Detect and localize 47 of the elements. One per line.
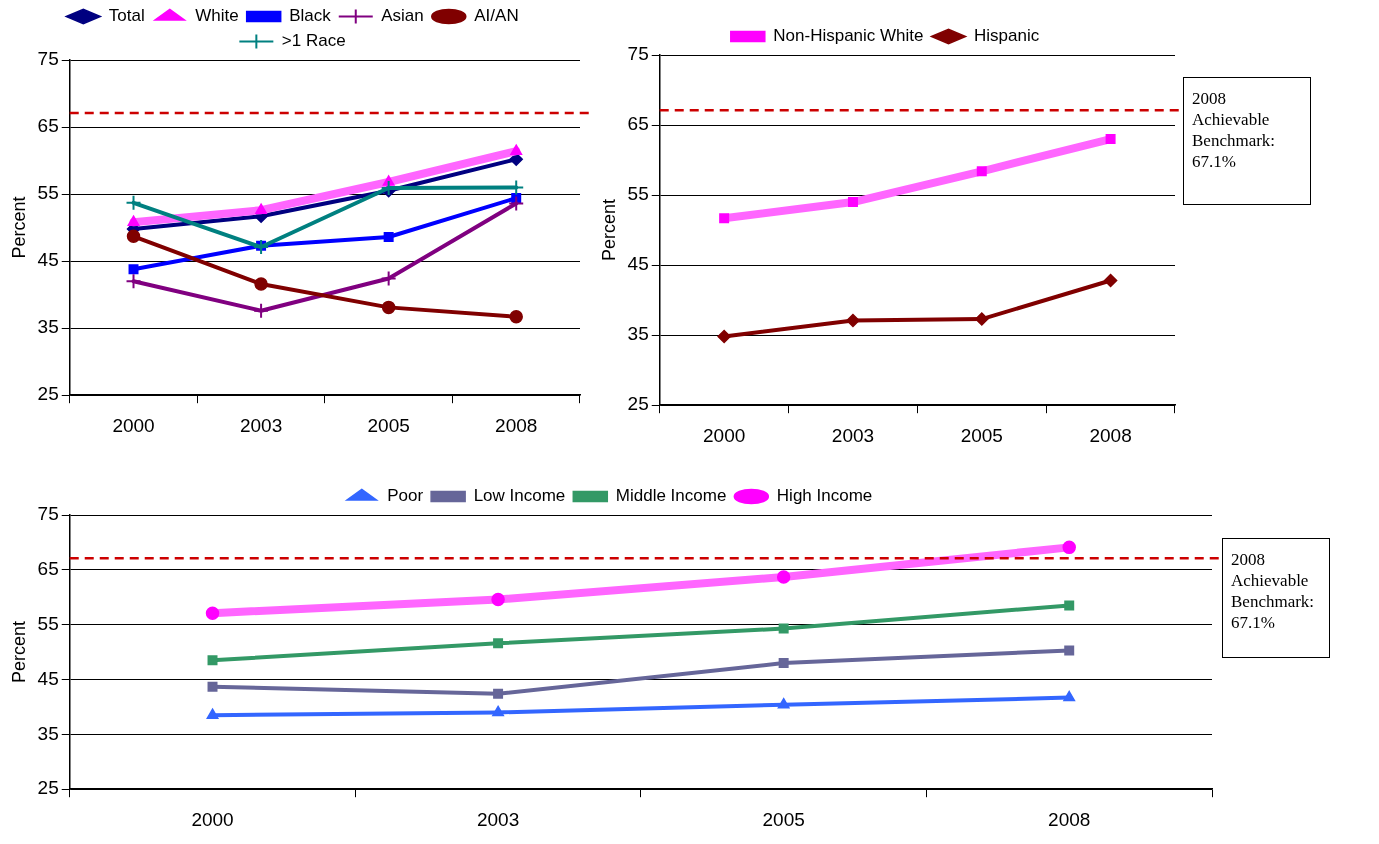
legend-label: High Income <box>776 486 873 506</box>
legend-label: Non-Hispanic White <box>773 26 924 46</box>
x-tick-label: 2008 <box>1089 424 1132 446</box>
legend-label: >1 Race <box>281 31 346 51</box>
x-tick-label: 2000 <box>703 424 746 446</box>
y-tick-label: 55 <box>627 183 649 205</box>
y-axis-title: Percent <box>8 621 29 684</box>
y-tick-label: 25 <box>627 393 649 415</box>
y-tick-label: 65 <box>627 113 649 135</box>
legend-label: Middle Income <box>615 486 727 506</box>
y-tick-label: 55 <box>37 182 59 204</box>
y-tick-label: 75 <box>627 43 649 65</box>
legend-label: Hispanic <box>974 26 1040 46</box>
x-tick-label: 2008 <box>1048 808 1091 830</box>
x-tick-label: 2000 <box>112 414 155 436</box>
x-tick-label: 2005 <box>960 424 1003 446</box>
x-tick-label: 2003 <box>239 414 283 436</box>
y-axis-title: Percent <box>8 196 29 259</box>
x-tick-label: 2005 <box>762 808 805 830</box>
y-tick-label: 75 <box>37 503 59 525</box>
y-tick-label: 35 <box>37 722 59 744</box>
x-tick-label: 2003 <box>476 808 520 830</box>
y-tick-label: 25 <box>37 383 59 405</box>
y-tick-label: 45 <box>37 249 59 271</box>
legend-label: Black <box>289 6 332 26</box>
legend-label: White <box>195 6 239 26</box>
y-tick-label: 35 <box>627 323 649 345</box>
y-tick-label: 25 <box>37 777 59 799</box>
y-tick-label: 55 <box>37 612 59 634</box>
y-tick-label: 75 <box>37 48 59 70</box>
x-tick-label: 2003 <box>831 424 875 446</box>
y-tick-label: 45 <box>627 253 649 275</box>
x-tick-label: 2005 <box>367 414 410 436</box>
ref-line-label: 2008 Achievable Benchmark: 67.1% <box>1222 538 1330 658</box>
x-tick-label: 2000 <box>191 808 234 830</box>
y-axis-title: Percent <box>598 199 619 262</box>
legend-label: Low Income <box>473 486 566 506</box>
y-tick-label: 45 <box>37 667 59 689</box>
y-tick-label: 35 <box>37 316 59 338</box>
y-tick-label: 65 <box>37 115 59 137</box>
legend-label: Asian <box>381 6 424 26</box>
y-tick-label: 65 <box>37 558 59 580</box>
legend-label: Total <box>108 6 145 26</box>
ref-line-label: 2008 Achievable Benchmark: 67.1% <box>1183 77 1311 205</box>
x-tick-label: 2008 <box>495 414 538 436</box>
legend-label: Poor <box>387 486 424 506</box>
legend-label: AI/AN <box>474 6 519 26</box>
